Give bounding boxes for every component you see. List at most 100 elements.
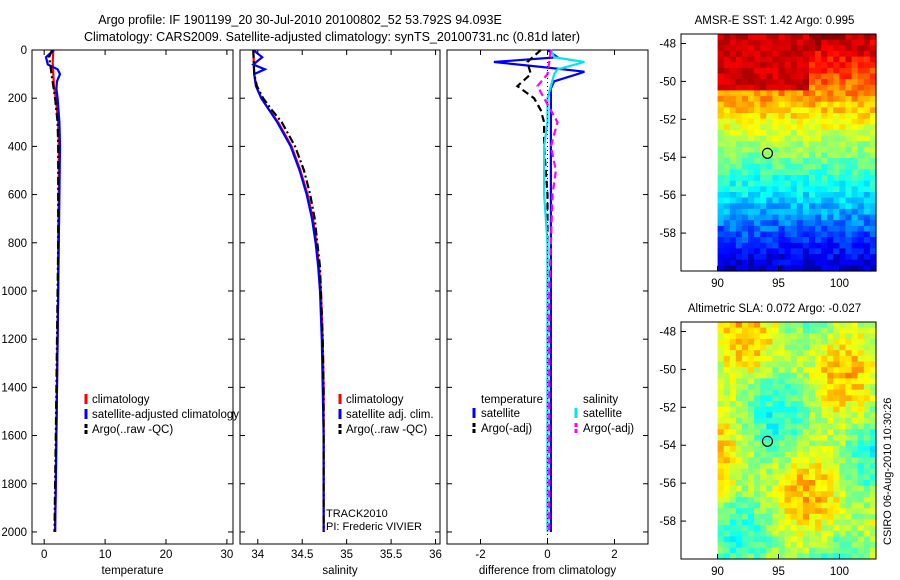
map-cell — [729, 186, 737, 193]
map-cell — [821, 118, 828, 125]
map-cell — [821, 508, 828, 515]
map-cell — [839, 440, 847, 447]
map-cell — [754, 395, 761, 402]
map-cell — [796, 192, 804, 199]
map-cell — [760, 84, 767, 91]
map-cell — [748, 344, 755, 351]
map-cell — [790, 203, 798, 210]
map-cell — [778, 135, 786, 142]
map-cell — [760, 107, 767, 114]
map-cell — [863, 547, 871, 554]
map-cell — [754, 192, 761, 199]
map-cell — [772, 197, 780, 204]
map-cell — [790, 480, 798, 487]
map-cell — [784, 34, 792, 41]
map-cell — [845, 152, 853, 159]
map-cell — [748, 225, 755, 233]
map-cell — [772, 463, 780, 470]
map-cell — [735, 141, 743, 148]
map-cell — [809, 417, 816, 425]
map-cell — [729, 406, 737, 413]
map-cell — [815, 355, 822, 363]
map-cell — [863, 237, 871, 244]
map-cell — [833, 474, 840, 481]
map-cell — [760, 124, 767, 131]
map-cell — [815, 395, 822, 402]
map-cell — [815, 361, 822, 368]
map-cell — [833, 242, 840, 249]
map-cell — [839, 525, 847, 532]
map-cell — [735, 519, 743, 526]
map-cell — [845, 457, 853, 464]
map-cell — [809, 220, 816, 227]
x-tick-label: 30 — [221, 549, 234, 561]
map-cell — [723, 146, 731, 154]
map-cell — [802, 508, 810, 515]
map-cell — [772, 389, 780, 396]
map-cell — [741, 62, 749, 69]
map-cell — [735, 434, 743, 442]
map-cell — [735, 508, 743, 515]
map-cell — [851, 412, 859, 419]
map-cell — [845, 513, 853, 521]
map-cell — [802, 553, 810, 560]
map-cell — [772, 417, 780, 425]
map-cell — [809, 175, 816, 182]
map-cell — [723, 118, 731, 125]
map-cell — [796, 124, 804, 131]
map-cell — [772, 265, 780, 272]
map-cell — [735, 192, 743, 199]
map-cell — [845, 146, 853, 154]
legend-label: climatology — [92, 394, 150, 406]
map-cell — [760, 468, 767, 475]
map-cell — [802, 242, 810, 249]
map-cell — [741, 192, 749, 199]
map-cell — [784, 146, 792, 154]
map-cell — [778, 169, 786, 176]
map-cell — [815, 208, 822, 216]
series-line-1 — [493, 49, 585, 532]
map-cell — [851, 265, 859, 272]
map-cell — [833, 536, 840, 543]
map-cell — [723, 463, 731, 470]
map-cell — [790, 474, 798, 481]
map-cell — [741, 208, 749, 216]
map-cell — [869, 84, 877, 91]
map-cell — [778, 107, 786, 114]
map-cell — [827, 73, 834, 80]
map-cell — [760, 389, 767, 396]
map-cell — [863, 508, 871, 515]
map-cell — [741, 513, 749, 521]
map-cell — [723, 446, 731, 453]
map-cell — [790, 355, 798, 363]
map-cell — [845, 423, 853, 430]
map-cell — [772, 384, 780, 391]
map-cell — [748, 429, 755, 436]
map-cell — [790, 468, 798, 475]
map-cell — [741, 248, 749, 255]
map-cell — [857, 265, 865, 272]
map-cell — [766, 389, 773, 396]
map-title: AMSR-E SST: 1.42 Argo: 0.995 — [695, 15, 855, 27]
map-cell — [717, 485, 725, 492]
map-cell — [802, 141, 810, 148]
map-cell — [748, 113, 755, 120]
map-cell — [717, 225, 725, 233]
map-cell — [827, 474, 834, 481]
map-cell — [815, 372, 822, 379]
map-cell — [790, 124, 798, 131]
map-cell — [809, 225, 816, 233]
map-cell — [815, 141, 822, 148]
map-cell — [845, 333, 853, 340]
map-cell — [741, 169, 749, 176]
map-cell — [760, 547, 767, 554]
map-cell — [863, 265, 871, 272]
map-cell — [809, 135, 816, 142]
map-cell — [741, 401, 749, 408]
map-cell — [809, 146, 816, 154]
map-cell — [839, 457, 847, 464]
map-cell — [796, 367, 804, 374]
map-cell — [729, 84, 737, 91]
map-cell — [839, 485, 847, 492]
